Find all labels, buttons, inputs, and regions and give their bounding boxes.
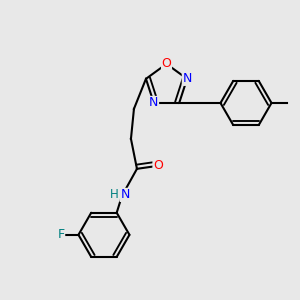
Text: H: H xyxy=(110,188,119,201)
Text: O: O xyxy=(162,57,171,70)
Text: N: N xyxy=(182,72,192,85)
Text: O: O xyxy=(153,159,163,172)
Text: N: N xyxy=(149,97,158,110)
Text: F: F xyxy=(58,228,64,241)
Text: N: N xyxy=(120,188,130,201)
